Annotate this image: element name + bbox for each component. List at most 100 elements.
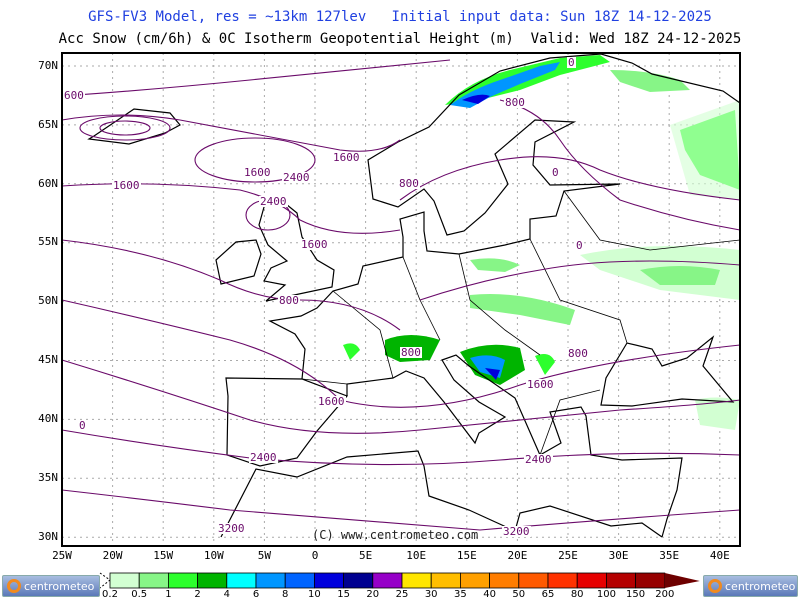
colorbar-label: 80 [570, 589, 584, 600]
lat-label: 60N [38, 177, 58, 190]
contour-label: 0 [78, 419, 87, 432]
colorbar-swatch [459, 572, 490, 589]
chart-subtitle: Acc Snow (cm/6h) & 0C Isotherm Geopotent… [58, 31, 742, 47]
model-title: GFS-FV3 Model, res = ~13km 127lev Initia… [88, 9, 712, 25]
contour-line [79, 115, 171, 141]
lon-label: 5E [358, 549, 373, 562]
colorbar-lower-arrow [99, 572, 111, 589]
snow-area-romania [535, 354, 555, 375]
lat-label: 70N [38, 59, 58, 72]
lat-label: 30N [38, 530, 58, 543]
lon-label: 20W [102, 549, 123, 562]
contour-label: 0 [567, 56, 576, 69]
colorbar-label: 4 [223, 589, 230, 600]
colorbar-label: 15 [337, 589, 350, 600]
coastline-north-africa [220, 450, 663, 538]
colorbar-upper-arrow [664, 573, 700, 588]
colorbar [99, 572, 700, 589]
colorbar-swatch [167, 572, 198, 589]
contour-label: 0 [575, 239, 584, 252]
colorbar-swatch [430, 572, 461, 589]
coastline-black-sea [600, 335, 735, 407]
colorbar-swatch [343, 572, 374, 589]
contour-line [499, 99, 741, 231]
lat-label: 65N [38, 118, 58, 131]
colorbar-label: 6 [252, 589, 260, 600]
colorbar-swatch [284, 572, 315, 589]
colorbar-swatch [313, 572, 344, 589]
contour-line [61, 114, 401, 152]
colorbar-label: 10 [308, 589, 321, 600]
contour-label: 800 [400, 346, 422, 359]
contour-label: 3200 [217, 522, 246, 535]
coastline-iberia [225, 377, 349, 467]
colorbar-label: 30 [424, 589, 438, 600]
colorbar-label: 40 [483, 589, 496, 600]
snow-area-norway-core [462, 94, 490, 104]
contour-label: 2400 [524, 453, 553, 466]
snow-field [343, 55, 740, 430]
colorbar-swatch [255, 572, 286, 589]
contour-label: 2400 [282, 171, 311, 184]
colorbar-swatch [518, 572, 549, 589]
contour-label: 1600 [243, 166, 272, 179]
colorbar-label: 0.2 [102, 589, 118, 600]
snow-area-ukraine [640, 266, 720, 285]
contour-label: 3200 [502, 525, 531, 538]
contour-line [61, 239, 401, 331]
isotherm-contours [61, 59, 741, 531]
colorbar-swatch [489, 572, 520, 589]
colorbar-label: 50 [512, 589, 526, 600]
colorbar-swatch [372, 572, 403, 589]
graticule [61, 53, 740, 546]
colorbar-label: 150 [626, 589, 646, 600]
contour-label: 800 [278, 294, 300, 307]
contour-line [61, 299, 741, 408]
logo-text: centrometeo [725, 579, 796, 593]
contour-label: 1600 [300, 238, 329, 251]
logo-ring-icon [708, 579, 722, 593]
contour-label: 600 [63, 89, 85, 102]
colorbar-swatch [576, 572, 607, 589]
contour-line [419, 260, 741, 301]
contour-line [61, 359, 741, 434]
logo-left: centrometeo [2, 575, 100, 597]
colorbar-label: 20 [366, 589, 380, 600]
snow-area-western-alps [343, 343, 360, 360]
contour-label: 0 [551, 166, 560, 179]
contour-line [61, 59, 451, 97]
lat-label: 55N [38, 235, 58, 248]
snow-area-balkans-core [485, 368, 500, 380]
coastline-iceland [87, 108, 181, 145]
lon-label: 40E [709, 549, 730, 562]
contour-line [399, 156, 741, 201]
contour-label: 800 [398, 177, 420, 190]
snow-area-poland [470, 258, 520, 272]
lon-label: 20E [507, 549, 528, 562]
lon-label: 5W [257, 549, 272, 562]
contour-label: 2400 [249, 451, 278, 464]
lon-label: 30E [608, 549, 629, 562]
colorbar-label: 65 [541, 589, 555, 600]
contour-line [194, 137, 316, 183]
colorbar-label: 0.5 [131, 589, 148, 600]
colorbar-swatch [606, 572, 637, 589]
contour-line [61, 489, 741, 531]
logo-right: centrometeo [703, 575, 798, 597]
contour-label: 800 [504, 96, 526, 109]
lat-label: 40N [38, 412, 58, 425]
colorbar-swatch [547, 572, 578, 589]
colorbar-swatch [401, 572, 432, 589]
coastline-ireland [215, 239, 262, 285]
contour-label: 1600 [332, 151, 361, 164]
colorbar-swatch [635, 572, 666, 589]
lat-label: 45N [38, 353, 58, 366]
lat-label: 35N [38, 471, 58, 484]
contour-label: 1600 [526, 378, 555, 391]
snow-area-lapland [610, 70, 690, 92]
lat-label: 50N [38, 294, 58, 307]
contour-line [61, 429, 741, 466]
coastline-mediterranean-north [346, 354, 683, 538]
lon-label: 10W [203, 549, 224, 562]
